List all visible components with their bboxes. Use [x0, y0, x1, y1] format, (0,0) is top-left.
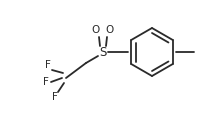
Text: F: F: [52, 92, 58, 102]
Text: F: F: [45, 60, 51, 70]
Text: S: S: [99, 46, 107, 59]
Text: F: F: [43, 77, 49, 87]
Text: O: O: [92, 25, 100, 35]
Text: O: O: [106, 25, 114, 35]
